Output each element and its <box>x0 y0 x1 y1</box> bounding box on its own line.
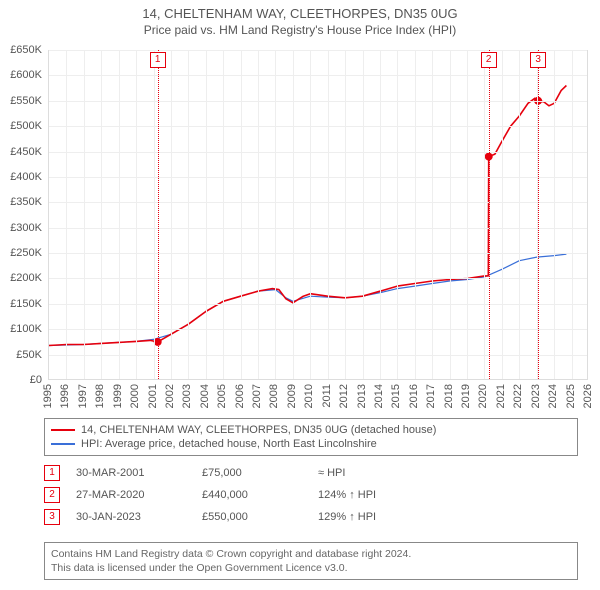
x-tick-label: 2021 <box>495 384 507 408</box>
x-tick-label: 2010 <box>303 384 315 408</box>
footer-box: Contains HM Land Registry data © Crown c… <box>44 542 578 580</box>
x-tick-label: 2023 <box>530 384 542 408</box>
footer-line: Contains HM Land Registry data © Crown c… <box>51 547 571 561</box>
x-tick-label: 2013 <box>356 384 368 408</box>
sale-date: 27-MAR-2020 <box>76 489 186 501</box>
chart-subtitle: Price paid vs. HM Land Registry's House … <box>0 21 600 37</box>
x-tick-label: 2019 <box>460 384 472 408</box>
y-tick-label: £500K <box>0 120 42 132</box>
x-tick-label: 2007 <box>251 384 263 408</box>
sale-date: 30-MAR-2001 <box>76 467 186 479</box>
x-tick-label: 2009 <box>286 384 298 408</box>
x-tick-label: 1998 <box>94 384 106 408</box>
sales-row: 2 27-MAR-2020 £440,000 124% ↑ HPI <box>44 484 438 506</box>
sale-pct: 129% ↑ HPI <box>318 511 438 523</box>
x-tick-label: 2008 <box>268 384 280 408</box>
y-tick-label: £400K <box>0 171 42 183</box>
y-tick-label: £50K <box>0 349 42 361</box>
x-tick-label: 2017 <box>425 384 437 408</box>
legend-box: 14, CHELTENHAM WAY, CLEETHORPES, DN35 0U… <box>44 418 578 456</box>
sale-marker-icon: 3 <box>44 509 60 525</box>
footer-line: This data is licensed under the Open Gov… <box>51 561 571 575</box>
sale-marker-line <box>489 50 490 379</box>
sale-pct: ≈ HPI <box>318 467 438 479</box>
x-tick-label: 2003 <box>181 384 193 408</box>
sale-marker-line <box>538 50 539 379</box>
x-tick-label: 2015 <box>390 384 402 408</box>
x-tick-label: 2014 <box>373 384 385 408</box>
x-tick-label: 2002 <box>164 384 176 408</box>
y-tick-label: £100K <box>0 323 42 335</box>
x-tick-label: 2005 <box>216 384 228 408</box>
sales-table: 1 30-MAR-2001 £75,000 ≈ HPI 2 27-MAR-202… <box>44 462 438 528</box>
sale-marker-line <box>158 50 159 379</box>
y-tick-label: £550K <box>0 95 42 107</box>
x-tick-label: 2006 <box>234 384 246 408</box>
x-tick-label: 1997 <box>77 384 89 408</box>
x-tick-label: 1996 <box>59 384 71 408</box>
sales-row: 1 30-MAR-2001 £75,000 ≈ HPI <box>44 462 438 484</box>
chart-title: 14, CHELTENHAM WAY, CLEETHORPES, DN35 0U… <box>0 0 600 21</box>
y-tick-label: £650K <box>0 44 42 56</box>
plot-area: 1 2 3 <box>48 50 588 380</box>
y-tick-label: £300K <box>0 222 42 234</box>
y-tick-label: £450K <box>0 146 42 158</box>
sale-price: £440,000 <box>202 489 302 501</box>
sale-marker-icon: 2 <box>44 487 60 503</box>
legend-row-hpi: HPI: Average price, detached house, Nort… <box>51 437 571 451</box>
legend-row-property: 14, CHELTENHAM WAY, CLEETHORPES, DN35 0U… <box>51 423 571 437</box>
x-tick-label: 2004 <box>199 384 211 408</box>
x-tick-label: 2011 <box>321 384 333 408</box>
x-tick-label: 2001 <box>147 384 159 408</box>
y-tick-label: £0 <box>0 374 42 386</box>
legend-swatch <box>51 443 75 445</box>
sale-price: £75,000 <box>202 467 302 479</box>
x-tick-label: 2018 <box>443 384 455 408</box>
sale-date: 30-JAN-2023 <box>76 511 186 523</box>
x-tick-label: 2025 <box>565 384 577 408</box>
x-tick-label: 1995 <box>42 384 54 408</box>
sale-marker-box: 3 <box>530 52 546 68</box>
sale-marker-box: 2 <box>481 52 497 68</box>
sale-marker-box: 1 <box>150 52 166 68</box>
chart-area: 123 £0£50K£100K£150K£200K£250K£300K£350K… <box>48 50 588 380</box>
sales-row: 3 30-JAN-2023 £550,000 129% ↑ HPI <box>44 506 438 528</box>
x-tick-label: 2022 <box>512 384 524 408</box>
sale-pct: 124% ↑ HPI <box>318 489 438 501</box>
y-tick-label: £350K <box>0 196 42 208</box>
y-tick-label: £200K <box>0 272 42 284</box>
y-tick-label: £250K <box>0 247 42 259</box>
y-tick-label: £150K <box>0 298 42 310</box>
x-tick-label: 1999 <box>112 384 124 408</box>
legend-label: HPI: Average price, detached house, Nort… <box>81 438 377 450</box>
legend-swatch <box>51 429 75 431</box>
sale-price: £550,000 <box>202 511 302 523</box>
x-tick-label: 2000 <box>129 384 141 408</box>
x-tick-label: 2016 <box>408 384 420 408</box>
plot-svg <box>49 50 589 380</box>
x-tick-label: 2024 <box>547 384 559 408</box>
legend-label: 14, CHELTENHAM WAY, CLEETHORPES, DN35 0U… <box>81 424 436 436</box>
x-tick-label: 2020 <box>477 384 489 408</box>
y-tick-label: £600K <box>0 69 42 81</box>
x-tick-label: 2026 <box>582 384 594 408</box>
sale-marker-icon: 1 <box>44 465 60 481</box>
x-tick-label: 2012 <box>338 384 350 408</box>
